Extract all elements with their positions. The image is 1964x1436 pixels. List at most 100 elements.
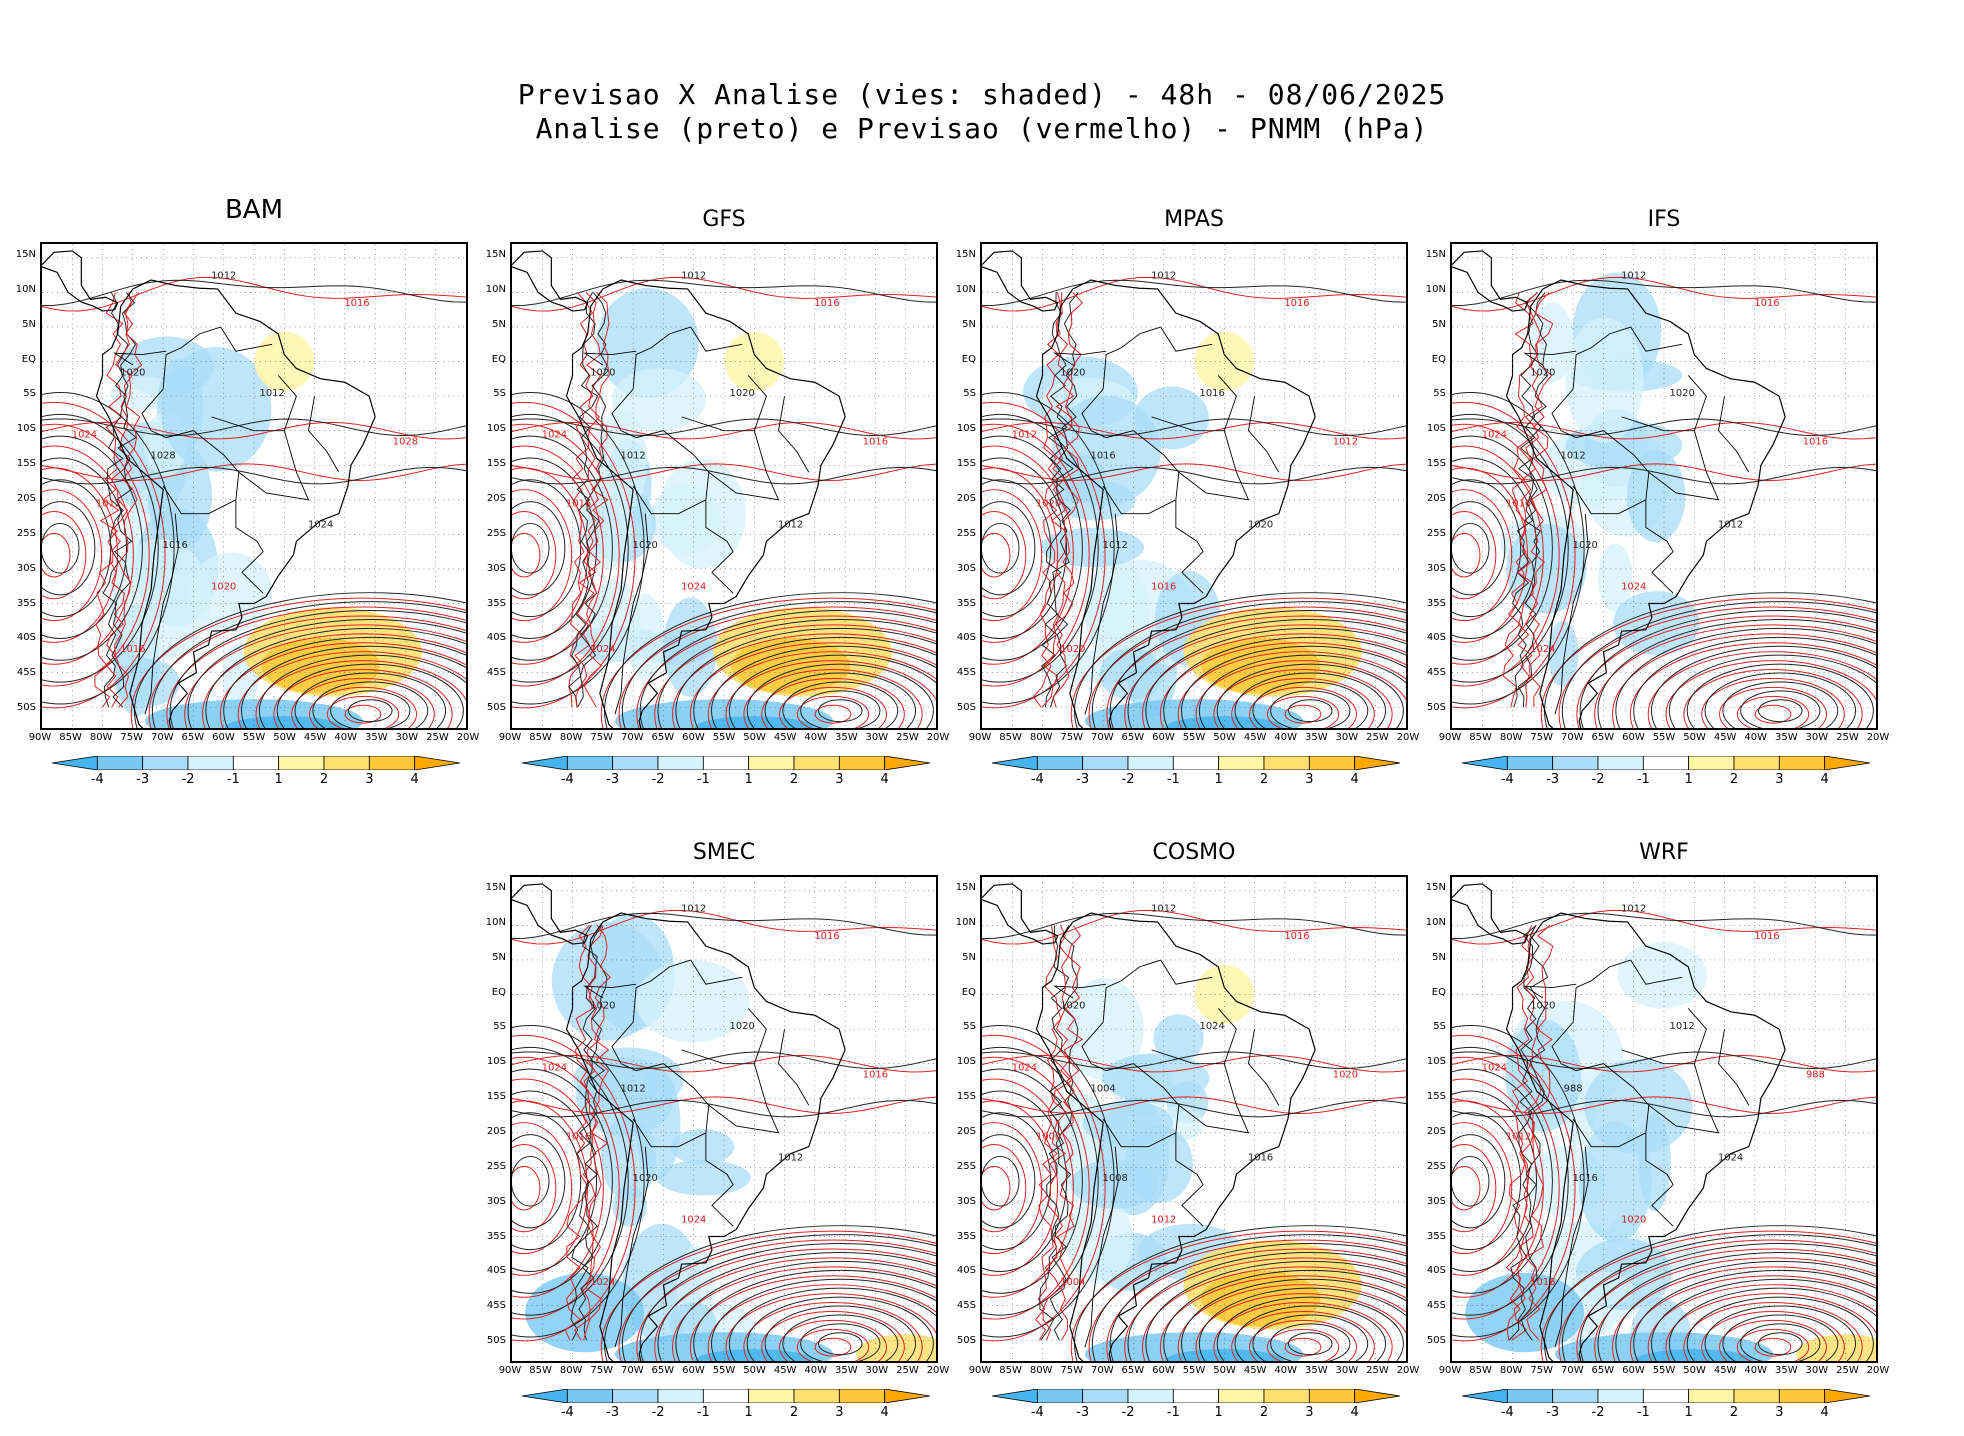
lon-tick-label: 40W bbox=[804, 1365, 828, 1376]
analise-contour bbox=[42, 413, 159, 683]
colorbar-swatch bbox=[1552, 756, 1599, 770]
lat-tick-label: 10N bbox=[15, 283, 36, 295]
previsao-contour bbox=[1106, 1248, 1406, 1361]
andes-contour bbox=[1052, 292, 1084, 708]
contour-label: 1024 bbox=[681, 582, 706, 593]
lon-tick-label: 90W bbox=[498, 732, 522, 743]
lon-tick-label: 45W bbox=[773, 1365, 797, 1376]
previsao-contour bbox=[1612, 633, 1876, 728]
colorbar-swatch bbox=[1824, 1389, 1870, 1403]
previsao-contour bbox=[1159, 1275, 1406, 1361]
country-border bbox=[778, 1029, 810, 1106]
colorbar-swatch bbox=[992, 756, 1038, 770]
analise-contour bbox=[1270, 690, 1351, 728]
lat-tick-label: 10N bbox=[955, 283, 976, 295]
analise-contour bbox=[982, 279, 1406, 307]
country-border bbox=[1081, 959, 1180, 1148]
lon-tick-label: 45W bbox=[1713, 732, 1737, 743]
lat-tick-label: 25S bbox=[486, 1160, 506, 1172]
coastline bbox=[1035, 912, 1316, 1361]
analise-contour bbox=[1579, 610, 1876, 728]
analise-contour bbox=[42, 435, 143, 661]
analise-contour bbox=[1722, 1314, 1839, 1361]
previsao-contour bbox=[654, 624, 936, 728]
lat-tick-label: 5S bbox=[493, 1021, 506, 1033]
lat-tick-label: 20S bbox=[486, 1125, 506, 1137]
isobar-contours bbox=[512, 909, 936, 1361]
bias-shading bbox=[1465, 942, 1876, 1361]
colorbar-swatch bbox=[1082, 1389, 1129, 1403]
bias-patch bbox=[1597, 543, 1633, 613]
lon-tick-label: 40W bbox=[1744, 732, 1768, 743]
lat-tick-label: 10N bbox=[485, 283, 506, 295]
analise-contour bbox=[512, 1134, 566, 1229]
lon-tick-label: 70W bbox=[1090, 1365, 1114, 1376]
analise-contour bbox=[1288, 1332, 1333, 1356]
contour-label: 1024 bbox=[72, 430, 97, 441]
colorbar-swatch bbox=[1036, 1389, 1084, 1403]
colorbar-label: -2 bbox=[181, 772, 195, 787]
previsao-contour bbox=[1195, 660, 1406, 728]
contour-labels: 1012 1016 1020 1012 1016 1020 1012 1016 1020 1012… bbox=[1012, 271, 1358, 655]
lon-tick-label: 45W bbox=[773, 732, 797, 743]
lon-tick-label: 40W bbox=[1274, 1365, 1298, 1376]
analise-contour bbox=[728, 1287, 936, 1361]
previsao-contour bbox=[42, 463, 466, 481]
bias-patch bbox=[1040, 527, 1145, 568]
contour-label: 988 bbox=[1564, 1083, 1583, 1094]
country-border bbox=[1630, 326, 1683, 352]
lat-tick-label: 5N bbox=[1432, 951, 1446, 963]
lon-tick-label: 90W bbox=[968, 732, 992, 743]
bias-patch bbox=[656, 1160, 751, 1196]
analise-contour bbox=[294, 672, 447, 728]
analise-contour bbox=[1597, 618, 1876, 728]
bias-patch bbox=[1796, 1334, 1876, 1361]
colorbar-swatch bbox=[1597, 1389, 1644, 1403]
previsao-contour bbox=[1249, 686, 1358, 728]
analise-contour bbox=[1252, 681, 1369, 728]
lat-tick-label: 5N bbox=[962, 318, 976, 330]
bias-patch bbox=[657, 458, 747, 569]
previsao-contour bbox=[1629, 642, 1876, 728]
previsao-contour bbox=[779, 686, 888, 728]
colorbar-label: 1 bbox=[744, 772, 753, 787]
colorbar-swatch bbox=[232, 756, 280, 770]
lat-tick-label: 45S bbox=[486, 1300, 506, 1312]
previsao-contour bbox=[42, 511, 87, 600]
analise-contour bbox=[1452, 1068, 1553, 1294]
colorbar-swatch bbox=[1036, 756, 1084, 770]
colorbar-label: -2 bbox=[1121, 1405, 1135, 1420]
colorbar-label: 1 bbox=[1214, 1405, 1223, 1420]
lat-tick-label: 35S bbox=[486, 597, 506, 609]
lon-tick-label: 55W bbox=[1182, 732, 1206, 743]
previsao-contour bbox=[725, 1293, 936, 1361]
analise-contour bbox=[1452, 1099, 1876, 1118]
coastline bbox=[982, 250, 1059, 312]
colorbar-label: -3 bbox=[1546, 1405, 1560, 1420]
colorbar-label: -2 bbox=[651, 772, 665, 787]
previsao-contour bbox=[1452, 1096, 1876, 1114]
previsao-contour bbox=[42, 445, 134, 665]
contour-label: 1012 bbox=[1151, 1215, 1176, 1226]
lat-tick-label: 10S bbox=[16, 423, 36, 435]
lon-tick-label: 35W bbox=[1304, 732, 1328, 743]
country-border bbox=[1621, 375, 1707, 432]
analise-contour bbox=[1181, 1278, 1406, 1361]
country-border bbox=[1248, 1029, 1280, 1106]
previsao-contour bbox=[1452, 532, 1481, 578]
lat-tick-label: 50S bbox=[16, 702, 36, 714]
contour-label: 1016 bbox=[1151, 582, 1176, 593]
lat-tick-label: 25S bbox=[1426, 1160, 1446, 1172]
colorbar-label: 1 bbox=[1684, 1405, 1693, 1420]
colorbar-swatch bbox=[1172, 756, 1220, 770]
lon-tick-label: 45W bbox=[1243, 1365, 1267, 1376]
lon-tick-label: 60W bbox=[1622, 1365, 1645, 1376]
colorbar-label: 1 bbox=[744, 1405, 753, 1420]
lat-tick-label: 50S bbox=[486, 702, 506, 714]
lon-tick-label: 30W bbox=[865, 1365, 889, 1376]
analise-contour bbox=[42, 279, 466, 307]
lat-tick-label: 5N bbox=[22, 318, 36, 330]
country-border bbox=[614, 1146, 649, 1348]
contour-label: 1020 bbox=[1573, 540, 1598, 551]
colorbar-swatch bbox=[1172, 1389, 1220, 1403]
